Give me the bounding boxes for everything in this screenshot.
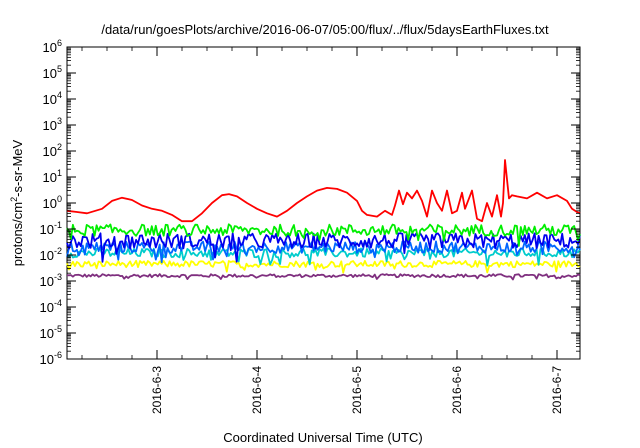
y-tick-base: 10 <box>40 326 54 341</box>
y-tick-exponent: -2 <box>54 246 62 256</box>
y-tick-base: 10 <box>43 118 57 133</box>
y-tick-base: 10 <box>43 170 57 185</box>
y-tick-exponent: 4 <box>57 90 62 100</box>
y-tick-label: 10-1 <box>40 220 62 237</box>
y-tick-base: 10 <box>40 248 54 263</box>
y-tick-exponent: -1 <box>54 220 62 230</box>
y-tick-label: 10-2 <box>40 246 62 263</box>
y-tick-base: 10 <box>43 144 57 159</box>
x-tick-label: 2016-6-4 <box>250 366 264 414</box>
series-line <box>66 247 581 267</box>
y-tick-exponent: 2 <box>57 142 62 152</box>
y-tick-base: 10 <box>40 300 54 315</box>
x-tick-label: 2016-6-7 <box>550 366 564 414</box>
series-line <box>66 159 581 223</box>
y-tick-base: 10 <box>43 196 57 211</box>
y-tick-base: 10 <box>40 352 54 367</box>
y-tick-label: 10-4 <box>40 298 62 315</box>
x-axis-label: Coordinated Universal Time (UTC) <box>223 430 422 445</box>
y-tick-exponent: -5 <box>54 324 62 334</box>
x-tick-label: 2016-6-3 <box>150 366 164 414</box>
y-tick-label: 10-3 <box>40 272 62 289</box>
y-tick-base: 10 <box>43 40 57 55</box>
y-tick-exponent: -3 <box>54 272 62 282</box>
y-tick-label: 101 <box>43 168 62 185</box>
y-axis-label-sup: 2 <box>9 197 19 202</box>
series-line <box>66 259 581 274</box>
y-tick-exponent: 1 <box>57 168 62 178</box>
series-line <box>66 273 581 281</box>
y-tick-exponent: -4 <box>54 298 62 308</box>
x-axis: 2016-6-3 2016-6-4 2016-6-5 2016-6-6 2016-6-7 <box>81 47 564 414</box>
y-tick-label: 104 <box>43 90 62 107</box>
series-line <box>66 223 581 247</box>
y-tick-exponent: 6 <box>57 38 62 48</box>
y-tick-label: 106 <box>43 38 62 55</box>
y-tick-base: 10 <box>43 66 57 81</box>
x-tick-label: 2016-6-5 <box>350 366 364 414</box>
y-tick-exponent: -6 <box>54 350 62 360</box>
y-axis-label: protons/cm2-s-sr-MeV <box>9 139 25 266</box>
y-tick-label: 105 <box>43 64 62 81</box>
series-layer <box>66 159 581 281</box>
series-line <box>66 232 581 263</box>
y-axis-label-prefix: protons/cm <box>10 202 25 266</box>
y-tick-label: 102 <box>43 142 62 159</box>
y-axis: 10610510410310210110010-110-210-310-410-… <box>40 38 580 367</box>
y-tick-exponent: 0 <box>57 194 62 204</box>
y-tick-exponent: 5 <box>57 64 62 74</box>
chart-title: /data/run/goesPlots/archive/2016-06-07/0… <box>101 22 549 37</box>
y-tick-base: 10 <box>40 274 54 289</box>
y-tick-exponent: 3 <box>57 116 62 126</box>
y-axis-label-suffix: -s-sr-MeV <box>10 139 25 196</box>
x-tick-label: 2016-6-6 <box>450 366 464 414</box>
y-tick-base: 10 <box>40 222 54 237</box>
y-tick-label: 10-6 <box>40 350 62 367</box>
y-tick-base: 10 <box>43 92 57 107</box>
y-tick-label: 10-5 <box>40 324 62 341</box>
y-tick-label: 100 <box>43 194 62 211</box>
y-tick-label: 103 <box>43 116 62 133</box>
